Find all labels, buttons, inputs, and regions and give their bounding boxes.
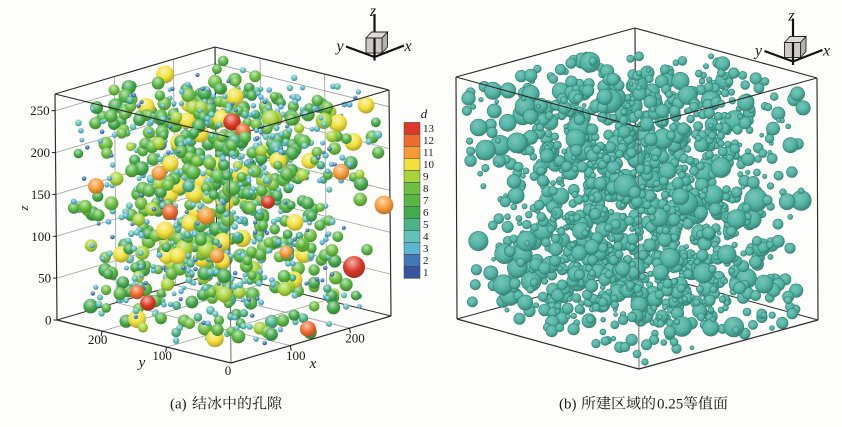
svg-text:0.25: 0.25: [657, 397, 683, 413]
svg-text:0: 0: [45, 313, 52, 328]
svg-text:100: 100: [286, 348, 306, 363]
svg-text:d: d: [421, 106, 428, 121]
svg-text:z: z: [17, 205, 31, 211]
svg-text:250: 250: [30, 103, 50, 118]
svg-text:4: 4: [423, 231, 429, 243]
svg-text:z: z: [787, 8, 795, 25]
svg-text:z: z: [369, 3, 377, 20]
svg-text:9: 9: [423, 171, 429, 183]
svg-text:200: 200: [31, 145, 51, 160]
svg-text:y: y: [137, 355, 146, 371]
svg-text:150: 150: [31, 187, 51, 202]
svg-text:100: 100: [152, 348, 172, 363]
svg-text:(a): (a): [170, 397, 187, 413]
svg-text:3: 3: [423, 243, 429, 255]
svg-text:11: 11: [423, 147, 434, 159]
svg-text:10: 10: [423, 159, 435, 171]
svg-text:13: 13: [423, 123, 435, 135]
svg-text:7: 7: [423, 195, 429, 207]
svg-text:12: 12: [423, 135, 434, 147]
svg-text:1: 1: [423, 267, 429, 279]
svg-text:(b): (b): [559, 397, 577, 413]
svg-text:8: 8: [423, 183, 429, 195]
svg-text:200: 200: [88, 332, 108, 347]
svg-text:x: x: [309, 356, 317, 372]
svg-text:5: 5: [423, 219, 429, 231]
svg-text:50: 50: [38, 271, 51, 286]
svg-text:y: y: [334, 38, 344, 55]
svg-text:x: x: [822, 43, 830, 60]
svg-text:y: y: [753, 43, 763, 60]
svg-text:6: 6: [423, 207, 429, 219]
svg-text:200: 200: [345, 331, 365, 346]
svg-text:0: 0: [225, 363, 232, 378]
svg-text:2: 2: [423, 255, 429, 267]
svg-text:x: x: [403, 38, 411, 55]
svg-text:100: 100: [31, 229, 51, 244]
